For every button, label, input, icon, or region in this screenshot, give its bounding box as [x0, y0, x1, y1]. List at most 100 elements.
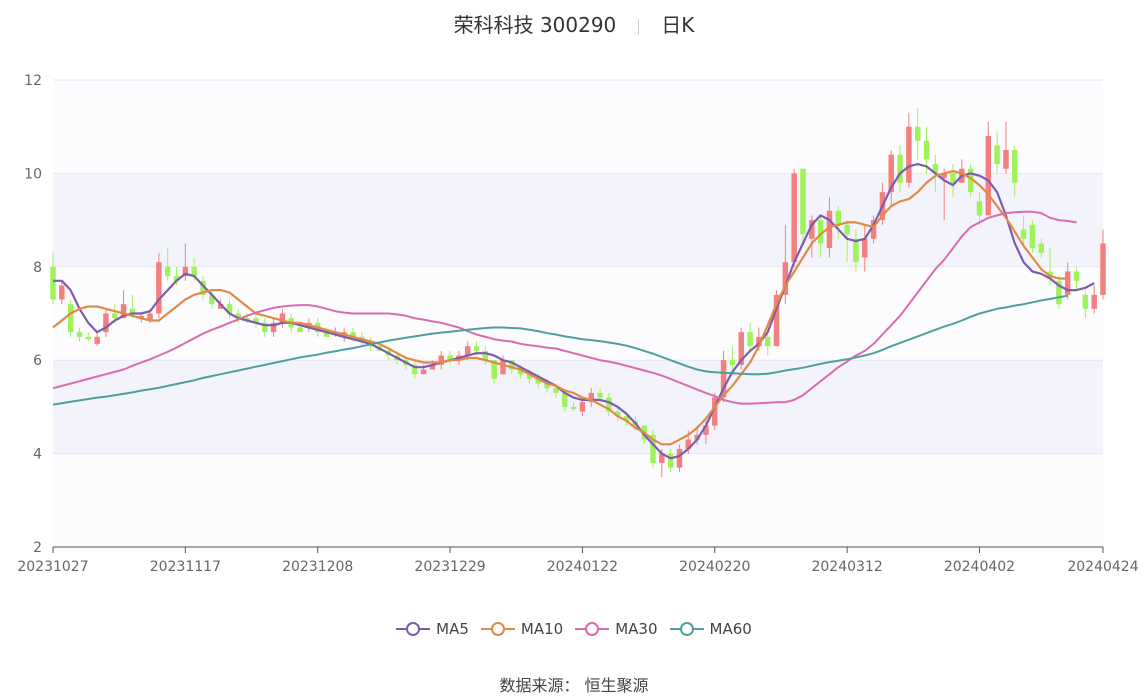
y-tick-label: 8: [33, 260, 42, 276]
candle: [1012, 145, 1018, 197]
candle-body: [1003, 150, 1009, 169]
candle-body: [253, 318, 259, 323]
candle-body: [923, 140, 930, 160]
candle-body: [182, 266, 189, 277]
candle-body: [853, 238, 859, 263]
candle-body: [1056, 280, 1062, 305]
candle-body: [597, 392, 603, 398]
candle: [412, 360, 418, 379]
candle-body: [870, 220, 877, 239]
candle: [844, 220, 850, 263]
x-tick-label: 20240424: [1067, 559, 1138, 575]
candle-body: [967, 168, 974, 193]
x-tick-label: 20231229: [414, 559, 485, 575]
candle-body: [464, 346, 471, 356]
candle: [1056, 276, 1062, 309]
candle-body: [147, 313, 153, 321]
candle-body: [323, 332, 330, 337]
candle: [270, 318, 277, 337]
candle-body: [791, 173, 797, 263]
legend-item-ma10[interactable]: MA10: [480, 620, 564, 638]
x-tick-label: 20231027: [17, 559, 88, 575]
candle: [667, 448, 674, 473]
candle-body: [729, 360, 736, 365]
candle: [67, 299, 74, 337]
candle: [103, 308, 109, 337]
y-tick-label: 6: [33, 353, 42, 369]
legend-item-ma60[interactable]: MA60: [669, 620, 752, 638]
candle-body: [606, 397, 612, 412]
candle-body: [570, 406, 577, 410]
candle: [773, 290, 780, 347]
candle-body: [720, 360, 727, 398]
legend-item-ma5[interactable]: MA5: [396, 620, 469, 638]
candle: [941, 168, 947, 221]
band: [53, 266, 1103, 361]
candle-body: [438, 355, 444, 365]
candle-body: [262, 322, 268, 333]
legend-label: MA10: [520, 620, 564, 638]
series-line-ma5: [53, 163, 1095, 460]
candle-body: [941, 173, 947, 179]
chart-title: 荣科科技 300290 日K: [0, 8, 1148, 42]
x-tick-label: 20240312: [811, 559, 882, 575]
candle-body: [1029, 224, 1036, 249]
candle: [835, 206, 842, 239]
candle: [888, 150, 894, 207]
period-label: 日K: [661, 13, 695, 37]
candle: [676, 444, 683, 473]
moving-average-lines: [52, 163, 1095, 460]
candle-body: [844, 224, 850, 235]
candle-body: [976, 201, 983, 216]
candle-body: [712, 397, 718, 426]
candle: [1020, 215, 1027, 249]
candle-body: [120, 304, 127, 319]
candle: [906, 112, 912, 188]
candle-body: [685, 439, 692, 449]
candle: [712, 392, 718, 431]
candle: [94, 332, 100, 347]
candle: [1082, 290, 1089, 319]
band: [53, 80, 1103, 174]
candle-body: [129, 308, 136, 314]
candle-body: [244, 318, 250, 321]
candle-body: [447, 355, 453, 361]
legend-symbol-icon: [480, 622, 515, 636]
candle-body: [112, 313, 118, 319]
candle-body: [553, 388, 559, 393]
legend-label: MA5: [436, 620, 469, 638]
y-tick-label: 4: [33, 447, 42, 463]
candles: [50, 108, 1106, 477]
candle-body: [500, 360, 506, 375]
candle-body: [985, 136, 992, 216]
candle: [747, 322, 753, 351]
candle-body: [950, 173, 956, 183]
candle-body: [473, 346, 480, 351]
candle: [791, 168, 797, 267]
candle: [650, 430, 656, 468]
candle-body: [588, 392, 594, 403]
candle-body: [835, 210, 842, 225]
y-tick-label: 10: [24, 166, 42, 182]
candle-body: [1020, 229, 1027, 239]
x-tick-label: 20240122: [547, 559, 618, 575]
x-tick-label: 20231208: [282, 559, 353, 575]
candle: [226, 299, 233, 319]
candle-body: [200, 280, 206, 295]
candle: [85, 332, 92, 342]
candle: [482, 346, 489, 365]
candle-body: [526, 374, 533, 379]
candle-body: [156, 262, 162, 314]
candle-body: [676, 448, 683, 468]
candle: [985, 122, 992, 216]
candle: [253, 313, 259, 328]
legend-item-ma30[interactable]: MA30: [575, 620, 658, 638]
candle: [606, 392, 612, 417]
candle: [1091, 285, 1097, 314]
candle-body: [50, 266, 56, 300]
candle: [447, 350, 453, 365]
candle-body: [623, 416, 630, 421]
legend-symbol-icon: [669, 622, 704, 636]
candle-body: [164, 266, 171, 277]
stock-name-code: 荣科科技 300290: [453, 13, 617, 37]
